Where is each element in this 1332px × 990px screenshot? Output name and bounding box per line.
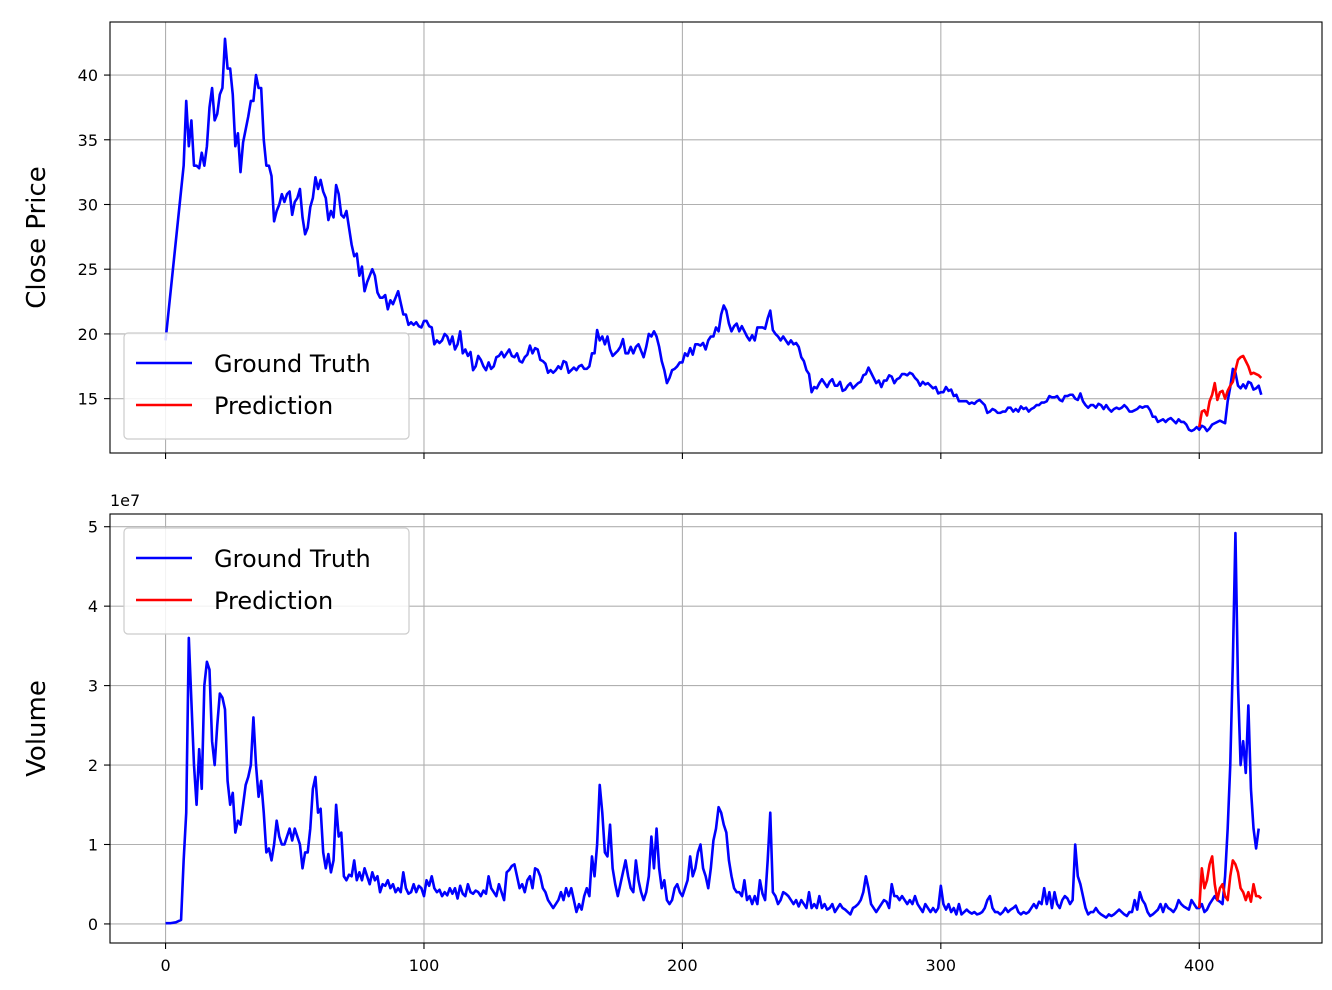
y-axis-title: Close Price <box>22 166 52 309</box>
x-tick-label: 200 <box>667 956 698 975</box>
y-tick-label: 3 <box>88 677 98 696</box>
y-axis-title: Volume <box>22 680 52 777</box>
legend-label: Prediction <box>214 392 333 420</box>
axes-frame <box>109 513 1323 944</box>
y-tick-label: 20 <box>78 325 98 344</box>
x-tick-label: 400 <box>1184 956 1215 975</box>
legend: Ground Truth Prediction <box>123 332 410 440</box>
close-price-axes: 15 20 25 30 35 40 Close Price Ground Truth Predi… <box>22 21 1323 459</box>
legend-label: Ground Truth <box>214 350 371 378</box>
series-line-ground-truth <box>164 37 1263 433</box>
legend-box <box>123 332 410 440</box>
series-line-prediction <box>1197 354 1263 428</box>
y-tick-label: 15 <box>78 390 98 409</box>
y-tick-label: 5 <box>88 518 98 537</box>
legend-label: Ground Truth <box>214 545 371 573</box>
axes-frame <box>109 21 1323 454</box>
x-tick-label: 100 <box>409 956 440 975</box>
volume-axes: 0 100 200 300 400 0 1 2 3 4 5 1e7 Volume Ground Truth… <box>22 491 1323 975</box>
y-tick-label: 1 <box>88 835 98 854</box>
y-tick-label: 35 <box>78 131 98 150</box>
x-tick-label: 0 <box>160 956 170 975</box>
y-offset-label: 1e7 <box>110 491 140 510</box>
y-tick-label: 2 <box>88 756 98 775</box>
y-tick-label: 25 <box>78 260 98 279</box>
legend-label: Prediction <box>214 587 333 615</box>
x-tick-label: 300 <box>926 956 957 975</box>
legend: Ground Truth Prediction <box>123 527 410 635</box>
legend-box <box>123 527 410 635</box>
y-tick-label: 40 <box>78 66 98 85</box>
y-tick-label: 30 <box>78 195 98 214</box>
y-tick-label: 0 <box>88 915 98 934</box>
series-line-ground-truth <box>165 531 1260 925</box>
series-line-prediction <box>1197 855 1263 909</box>
y-tick-label: 4 <box>88 597 98 616</box>
